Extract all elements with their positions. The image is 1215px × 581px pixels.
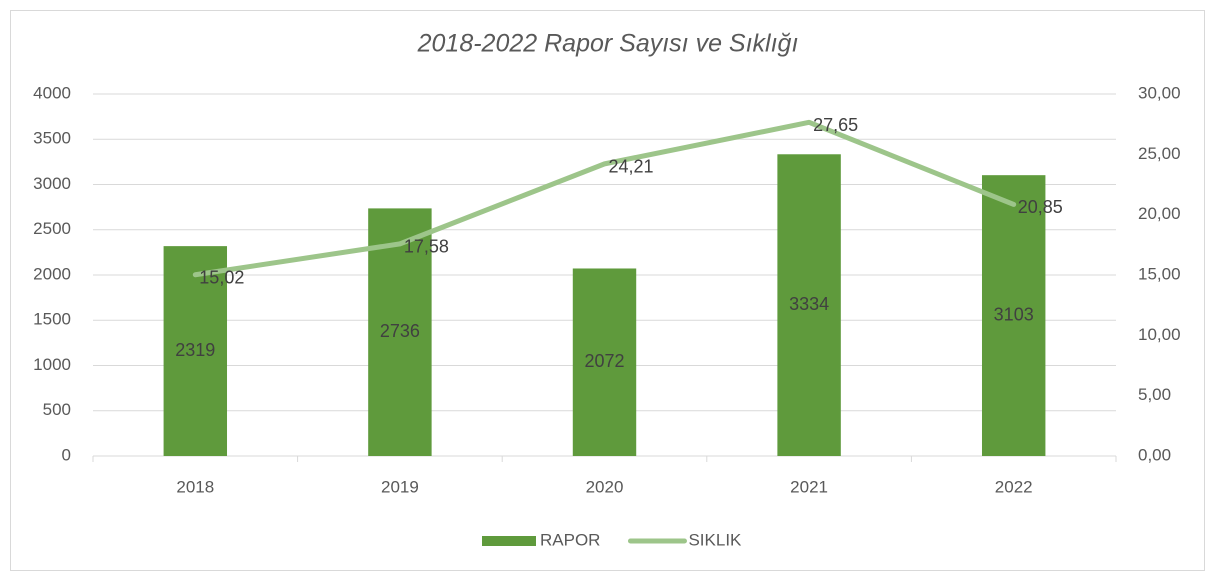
y2-tick-label: 0,00 bbox=[1138, 445, 1171, 464]
legend-label: SIKLIK bbox=[688, 530, 742, 549]
bar-value-label: 2736 bbox=[380, 321, 420, 341]
y-tick-label: 0 bbox=[62, 445, 71, 464]
x-tick-label: 2021 bbox=[790, 477, 828, 496]
y2-tick-label: 5,00 bbox=[1138, 385, 1171, 404]
line-value-label: 24,21 bbox=[609, 157, 654, 177]
bar bbox=[368, 208, 432, 456]
x-tick-label: 2018 bbox=[176, 477, 214, 496]
bar-value-label: 3334 bbox=[789, 294, 829, 314]
line bbox=[192, 119, 1017, 278]
line-value-label: 17,58 bbox=[404, 237, 449, 257]
x-tick-label: 2019 bbox=[381, 477, 419, 496]
x-tick-label: 2022 bbox=[995, 477, 1033, 496]
y-tick-label: 3500 bbox=[33, 129, 71, 148]
line-value-label: 27,65 bbox=[813, 115, 858, 135]
y-tick-label: 3000 bbox=[33, 174, 71, 193]
y2-tick-label: 30,00 bbox=[1138, 83, 1181, 102]
bar bbox=[777, 154, 841, 456]
bar bbox=[572, 268, 637, 456]
y-tick-label: 1000 bbox=[33, 355, 71, 374]
bar bbox=[163, 246, 228, 456]
legend-swatch bbox=[482, 536, 536, 546]
y2-tick-label: 20,00 bbox=[1138, 204, 1181, 223]
line-value-label: 15,02 bbox=[199, 268, 244, 288]
y-tick-label: 2500 bbox=[33, 219, 71, 238]
y2-tick-label: 25,00 bbox=[1138, 144, 1181, 163]
bar-value-label: 2319 bbox=[175, 340, 215, 360]
y-tick-label: 500 bbox=[43, 400, 71, 419]
legend-label: RAPOR bbox=[540, 530, 600, 549]
y2-tick-label: 15,00 bbox=[1138, 264, 1181, 283]
y-tick-label: 2000 bbox=[33, 264, 71, 283]
x-tick-label: 2020 bbox=[586, 477, 624, 496]
y-tick-label: 4000 bbox=[33, 83, 71, 102]
bar bbox=[981, 175, 1046, 456]
chart-title: 2018-2022 Rapor Sayısı ve Sıklığı bbox=[417, 30, 799, 58]
line-value-label: 20,85 bbox=[1018, 197, 1063, 217]
y-tick-label: 1500 bbox=[33, 310, 71, 329]
bar-value-label: 2072 bbox=[584, 351, 624, 371]
bar-value-label: 3103 bbox=[994, 304, 1034, 324]
y2-tick-label: 10,00 bbox=[1138, 325, 1181, 344]
